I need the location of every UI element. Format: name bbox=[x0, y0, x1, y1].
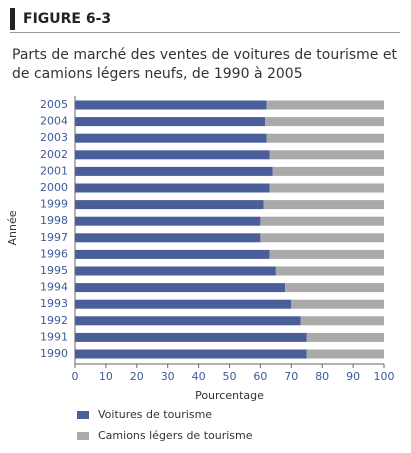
x-tick-label: 40 bbox=[192, 370, 206, 383]
bar-segment bbox=[275, 266, 384, 276]
legend-swatch bbox=[77, 432, 89, 440]
bar-segment bbox=[300, 316, 384, 326]
y-tick-label: 2000 bbox=[40, 181, 68, 194]
bar-segment bbox=[75, 266, 276, 276]
figure-header: FIGURE 6-3 bbox=[10, 6, 400, 33]
figure-label: FIGURE 6-3 bbox=[23, 11, 112, 27]
bar-segment bbox=[75, 283, 286, 293]
bar-segment bbox=[272, 166, 384, 176]
bar-segment bbox=[291, 299, 384, 309]
bar-segment bbox=[75, 233, 261, 243]
bar-segment bbox=[260, 233, 384, 243]
y-tick-label: 2004 bbox=[40, 115, 68, 128]
y-tick-label: 1994 bbox=[40, 281, 68, 294]
y-tick-label: 2005 bbox=[40, 98, 68, 111]
x-tick-label: 50 bbox=[223, 370, 237, 383]
x-tick-label: 80 bbox=[315, 370, 329, 383]
bar-segment bbox=[75, 316, 301, 326]
x-tick-label: 90 bbox=[346, 370, 360, 383]
legend-swatch bbox=[77, 411, 89, 419]
y-tick-label: 1998 bbox=[40, 214, 68, 227]
x-tick-label: 0 bbox=[72, 370, 79, 383]
y-tick-label: 1995 bbox=[40, 264, 68, 277]
y-tick-label: 2002 bbox=[40, 148, 68, 161]
x-tick-label: 70 bbox=[284, 370, 298, 383]
x-tick-label: 60 bbox=[253, 370, 267, 383]
bar-segment bbox=[75, 332, 307, 342]
legend-label: Camions légers de tourisme bbox=[98, 429, 253, 442]
bar-segment bbox=[75, 117, 266, 127]
bar-segment bbox=[260, 216, 384, 226]
bar-segment bbox=[75, 183, 270, 193]
header-bar bbox=[10, 8, 15, 30]
bar-segment bbox=[75, 216, 261, 226]
bar-segment bbox=[75, 200, 264, 210]
bar-segment bbox=[266, 100, 384, 110]
x-tick-label: 10 bbox=[99, 370, 113, 383]
bar-segment bbox=[269, 249, 384, 259]
bar-segment bbox=[269, 183, 384, 193]
x-tick-label: 30 bbox=[161, 370, 175, 383]
x-axis-label: Pourcentage bbox=[195, 389, 264, 402]
y-tick-label: 1991 bbox=[40, 330, 68, 343]
x-tick-label: 100 bbox=[374, 370, 395, 383]
bar-segment bbox=[285, 283, 384, 293]
y-tick-label: 1996 bbox=[40, 247, 68, 260]
x-tick-label: 20 bbox=[130, 370, 144, 383]
bar-segment bbox=[266, 133, 384, 143]
y-tick-label: 1999 bbox=[40, 198, 68, 211]
bar-segment bbox=[306, 332, 384, 342]
bar-segment bbox=[75, 133, 267, 143]
chart-title: Parts de marché des ventes de voitures d… bbox=[12, 47, 397, 82]
bar-segment bbox=[269, 150, 384, 160]
y-tick-label: 2003 bbox=[40, 131, 68, 144]
bar-segment bbox=[75, 349, 307, 359]
y-tick-label: 1993 bbox=[40, 297, 68, 310]
bar-segment bbox=[265, 117, 384, 127]
bar-segment bbox=[306, 349, 384, 359]
bar-segment bbox=[263, 200, 384, 210]
y-tick-label: 1997 bbox=[40, 231, 68, 244]
bar-segment bbox=[75, 299, 292, 309]
y-tick-label: 1992 bbox=[40, 314, 68, 327]
bar-segment bbox=[75, 249, 270, 259]
y-tick-label: 2001 bbox=[40, 164, 68, 177]
y-axis-label: Année bbox=[6, 210, 19, 245]
bar-segment bbox=[75, 150, 270, 160]
bar-segment bbox=[75, 100, 267, 110]
legend-label: Voitures de tourisme bbox=[98, 408, 212, 421]
y-tick-label: 1990 bbox=[40, 347, 68, 360]
bar-segment bbox=[75, 166, 273, 176]
